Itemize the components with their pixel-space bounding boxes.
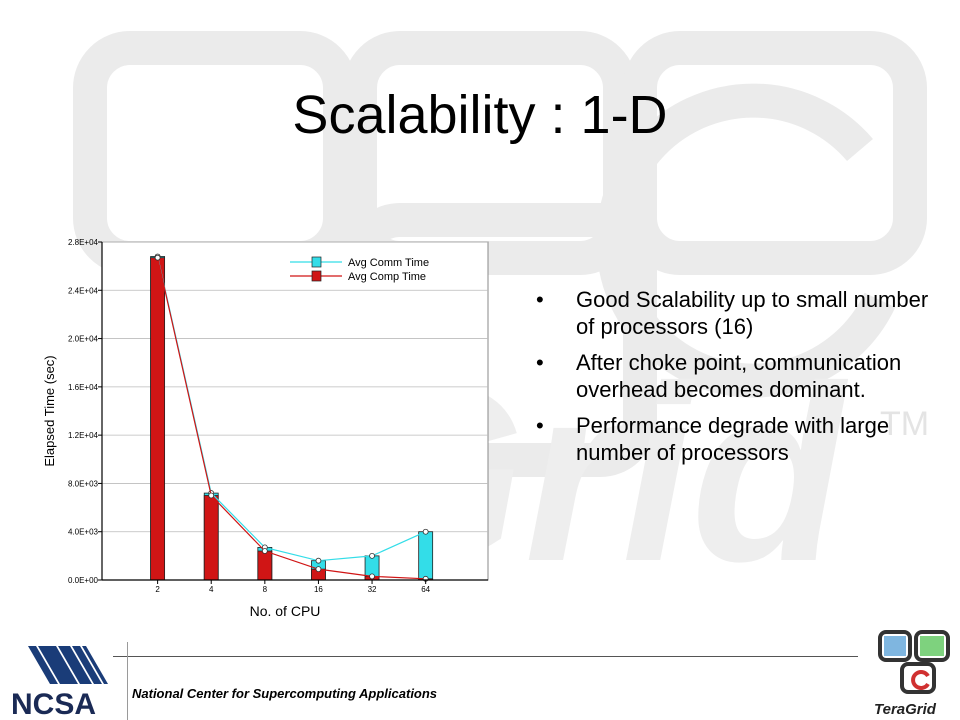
y-tick-label: 0.0E+00	[68, 576, 99, 585]
y-axis-label: Elapsed Time (sec)	[42, 355, 57, 466]
footer-org-name: National Center for Supercomputing Appli…	[132, 686, 438, 701]
elapsed-time-chart: 0.0E+00 4.0E+03 8.0E+03 1.2E+04 1.6E+04 2.0E+…	[42, 238, 489, 619]
y-tick-label: 1.6E+04	[68, 383, 99, 392]
watermark-tm: TM	[880, 405, 929, 443]
legend-swatch	[311, 270, 322, 282]
y-tick-label: 4.0E+03	[68, 528, 99, 537]
x-tick-label: 32	[368, 585, 377, 594]
y-tick-label: 2.4E+04	[68, 286, 99, 295]
legend-label: Avg Comm Time	[348, 257, 429, 269]
footer-divider	[113, 656, 858, 657]
bullet-item-2: • After choke point, communication overhe…	[536, 349, 936, 403]
ncsa-logo-text: NCSA	[11, 688, 96, 718]
comp-point	[208, 492, 215, 499]
bullet-text: Good Scalability up to small number of p…	[576, 287, 929, 339]
x-tick-label: 64	[421, 585, 430, 594]
comp-line	[157, 257, 426, 580]
bullet-text: Performance degrade with large number of…	[576, 413, 890, 465]
ncsa-logo: NCSA	[11, 646, 108, 718]
legend-label: Avg Comp Time	[348, 271, 426, 283]
bullet-dot: •	[536, 413, 544, 438]
comp-bar	[257, 550, 273, 581]
x-tick-label: 2	[155, 585, 160, 594]
comp-point	[261, 548, 268, 554]
bullet-item-3: • Performance degrade with large number o…	[536, 412, 936, 466]
bullet-dot: •	[536, 287, 544, 312]
comm-point	[369, 552, 375, 559]
y-tick-label: 1.2E+04	[68, 431, 99, 440]
footer-vertical-divider	[127, 642, 128, 720]
slide-title: Scalability : 1-D	[292, 85, 668, 145]
teragrid-logo-text: TeraGrid	[874, 701, 937, 718]
comm-bar	[418, 531, 434, 581]
x-axis-label: No. of CPU	[250, 603, 321, 619]
comp-bar	[150, 257, 166, 581]
comm-point	[422, 528, 429, 535]
x-tick-label: 8	[263, 585, 268, 594]
legend-swatch	[311, 256, 322, 268]
comm-point	[315, 557, 322, 564]
bullet-list: • Good Scalability up to small number of …	[536, 286, 936, 475]
y-tick-label: 8.0E+03	[68, 479, 99, 488]
comp-point	[369, 573, 375, 580]
comp-bar	[203, 495, 219, 581]
y-tick-label: 2.0E+04	[68, 335, 99, 344]
comp-point	[315, 566, 322, 573]
x-tick-label: 4	[209, 585, 214, 594]
comp-point	[154, 254, 161, 261]
y-tick-label: 2.8E+04	[68, 238, 99, 247]
bullet-item-1: • Good Scalability up to small number of …	[536, 286, 936, 340]
bullet-dot: •	[536, 350, 544, 375]
teragrid-logo: TeraGrid	[874, 630, 950, 718]
bullet-text: After choke point, communication overhea…	[576, 350, 902, 402]
x-tick-label: 16	[314, 585, 323, 594]
